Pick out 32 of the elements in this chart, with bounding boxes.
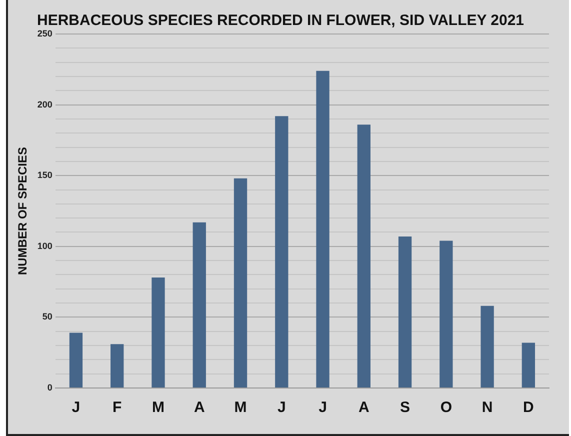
x-tick-label: D (523, 399, 534, 416)
bar (357, 124, 370, 388)
y-tick-label: 100 (37, 240, 52, 251)
x-tick-label: M (234, 399, 247, 416)
bar (522, 342, 536, 388)
chart-title: HERBACEOUS SPECIES RECORDED IN FLOWER, SID VALLEY 2021 (36, 12, 524, 30)
y-axis-title: NUMBER OF SPECIES (16, 146, 30, 276)
x-tick-label: A (358, 399, 370, 416)
x-tick-label: J (318, 399, 327, 416)
x-tick-label: F (112, 399, 122, 416)
y-tick-label: 50 (42, 312, 52, 322)
x-tick-label: S (400, 399, 410, 416)
x-tick-label: A (194, 399, 205, 416)
bar (110, 344, 124, 388)
bar (234, 178, 248, 388)
y-tick-label: 200 (37, 99, 52, 110)
bar (316, 70, 330, 388)
x-tick-label: J (72, 399, 80, 416)
bar (152, 278, 165, 388)
y-tick-label: 0 (47, 382, 52, 392)
bar (192, 222, 206, 388)
y-tick-label: 150 (37, 170, 52, 180)
x-tick-label: O (440, 399, 452, 416)
bar (275, 116, 288, 388)
x-tick-label: M (152, 399, 164, 416)
x-tick-label: N (482, 399, 493, 416)
x-tick-label: J (277, 399, 286, 416)
bar (480, 306, 494, 388)
bar (69, 332, 83, 388)
bar (440, 240, 453, 388)
bar (398, 236, 412, 388)
y-tick-label: 250 (37, 28, 52, 38)
